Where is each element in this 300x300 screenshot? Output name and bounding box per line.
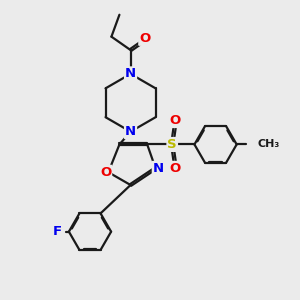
Text: S: S [167,138,177,151]
Text: N: N [125,68,136,80]
Text: CH₃: CH₃ [257,140,280,149]
Text: O: O [169,162,181,175]
Text: N: N [153,162,164,175]
Text: O: O [139,32,151,45]
Text: O: O [169,114,181,127]
Text: F: F [53,225,62,238]
Text: N: N [125,125,136,138]
Text: O: O [100,166,111,179]
